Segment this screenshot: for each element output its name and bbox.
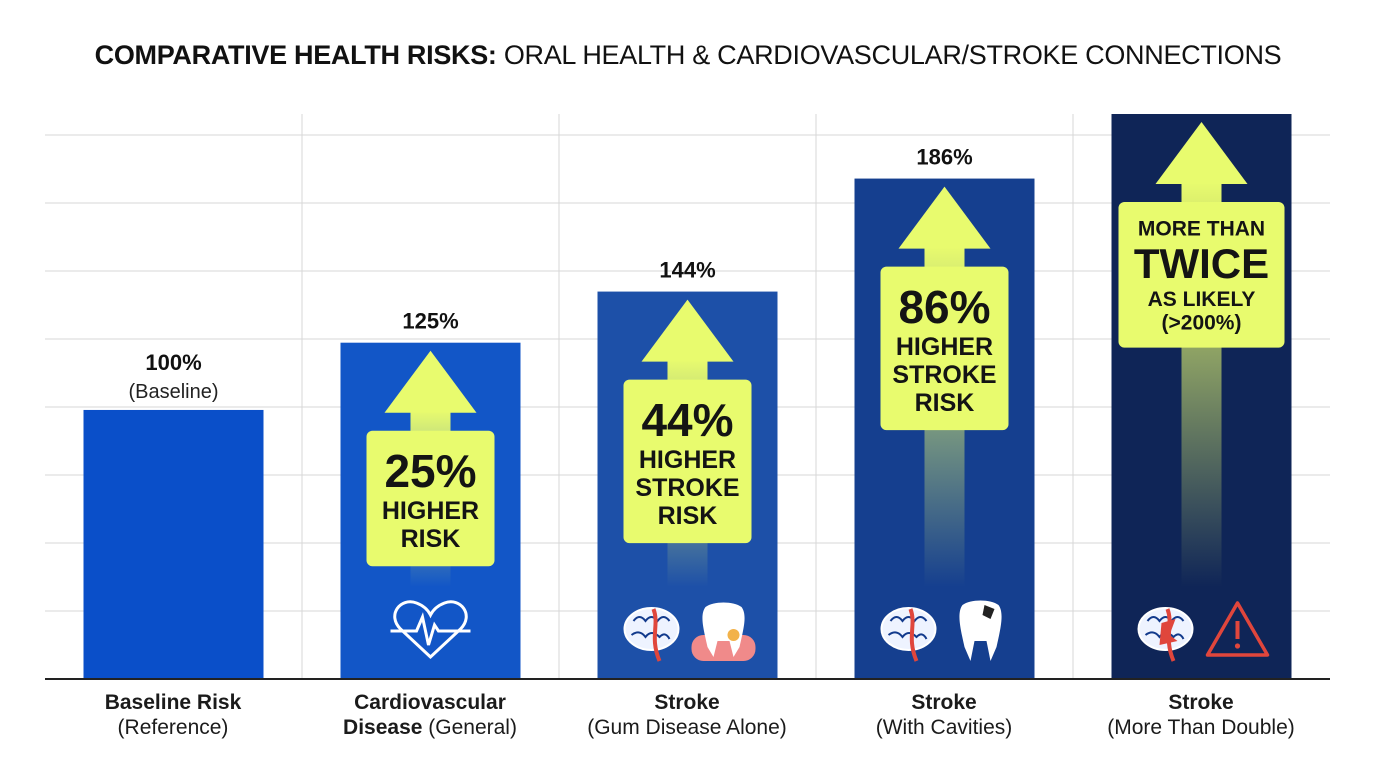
callout-text: 25% (384, 445, 476, 497)
category-label-sub: (More Than Double) (1107, 716, 1295, 739)
category-label-bold: Stroke (654, 691, 720, 714)
callout-text: MORE THAN (1138, 217, 1265, 240)
callout-text: 86% (898, 281, 990, 333)
blockage-mark (1159, 619, 1178, 645)
callout-box (880, 266, 1009, 431)
callout-text: HIGHER (639, 446, 736, 474)
arrow-head (641, 299, 734, 362)
callout-text: HIGHER (382, 497, 479, 525)
warning-triangle-icon (1205, 601, 1270, 657)
category-label-bold: Baseline Risk (104, 691, 242, 714)
callout-text: RISK (658, 502, 718, 530)
arrow-head (1155, 122, 1248, 184)
brain-alert-icon (1137, 607, 1194, 662)
brain-icon (880, 607, 937, 662)
category-label-sub: (With Cavities) (875, 716, 1013, 739)
category-label-stroke-cavities: Stroke (With Cavities) (824, 690, 1064, 740)
chart-title-bold: COMPARATIVE HEALTH RISKS: (94, 40, 497, 70)
callout-text: HIGHER (896, 333, 993, 361)
callout-text: AS LIKELY (1148, 288, 1256, 311)
bar (83, 409, 264, 679)
heart-pulse-icon (390, 600, 471, 660)
value-labels: 100% (Baseline) 125% 144% 186% (128, 145, 972, 403)
category-label-bold: Cardiovascular (354, 691, 506, 714)
callout-box (623, 379, 752, 544)
pulse-line (390, 612, 471, 646)
triangle (1205, 601, 1270, 657)
callout-box (366, 430, 495, 567)
inflammation (727, 629, 740, 641)
chart-title-rest: ORAL HEALTH & CARDIOVASCULAR/STROKE CONN… (503, 40, 1282, 70)
cavity-tooth-icon (959, 600, 1002, 661)
brain-shape (880, 607, 937, 651)
callout-text: STROKE (892, 361, 996, 389)
arrow-head (898, 186, 991, 249)
bars: 25%HIGHERRISK44%HIGHERSTROKERISK86%HIGHE… (83, 114, 1292, 680)
cavity (982, 605, 995, 619)
value-label: 186% (916, 145, 972, 170)
category-label-bold: Stroke (911, 691, 977, 714)
callout-text: TWICE (1134, 240, 1269, 287)
value-sublabel: (Baseline) (128, 381, 218, 403)
heart-outline (393, 600, 468, 660)
category-label-stroke-gum: Stroke (Gum Disease Alone) (567, 690, 807, 740)
chart-title: COMPARATIVE HEALTH RISKS: ORAL HEALTH & … (0, 40, 1376, 71)
value-label: 100% (145, 350, 201, 375)
arrow-head (384, 350, 477, 413)
category-label-sub: (Reference) (117, 716, 229, 739)
tooth (702, 602, 745, 657)
bar-icons (390, 600, 1270, 662)
category-label-baseline: Baseline Risk (Reference) (53, 690, 293, 740)
callout-text: STROKE (635, 474, 739, 502)
callout-text: RISK (915, 389, 975, 417)
inflamed-gum-tooth-icon (691, 602, 756, 661)
value-label: 144% (659, 258, 715, 283)
value-label: 125% (402, 309, 458, 334)
category-label-cardiovascular: Cardiovascular Disease (General) (310, 690, 550, 740)
artery (651, 608, 662, 662)
exclamation-dot (1234, 643, 1241, 649)
brain-folds (887, 616, 928, 640)
category-label-stroke-double: Stroke (More Than Double) (1081, 690, 1321, 740)
callout-text: RISK (401, 525, 461, 553)
brain-icon (623, 607, 680, 662)
callout-text: 44% (641, 394, 733, 446)
category-label-bold: Stroke (1168, 691, 1234, 714)
callout-text: (>200%) (1162, 311, 1242, 334)
artery (908, 608, 919, 662)
category-label-sub: (Gum Disease Alone) (587, 716, 787, 739)
category-label-sub: Disease (General) (343, 716, 517, 739)
brain-shape (623, 607, 680, 651)
brain-folds (630, 616, 671, 640)
callout-box (1118, 202, 1285, 348)
